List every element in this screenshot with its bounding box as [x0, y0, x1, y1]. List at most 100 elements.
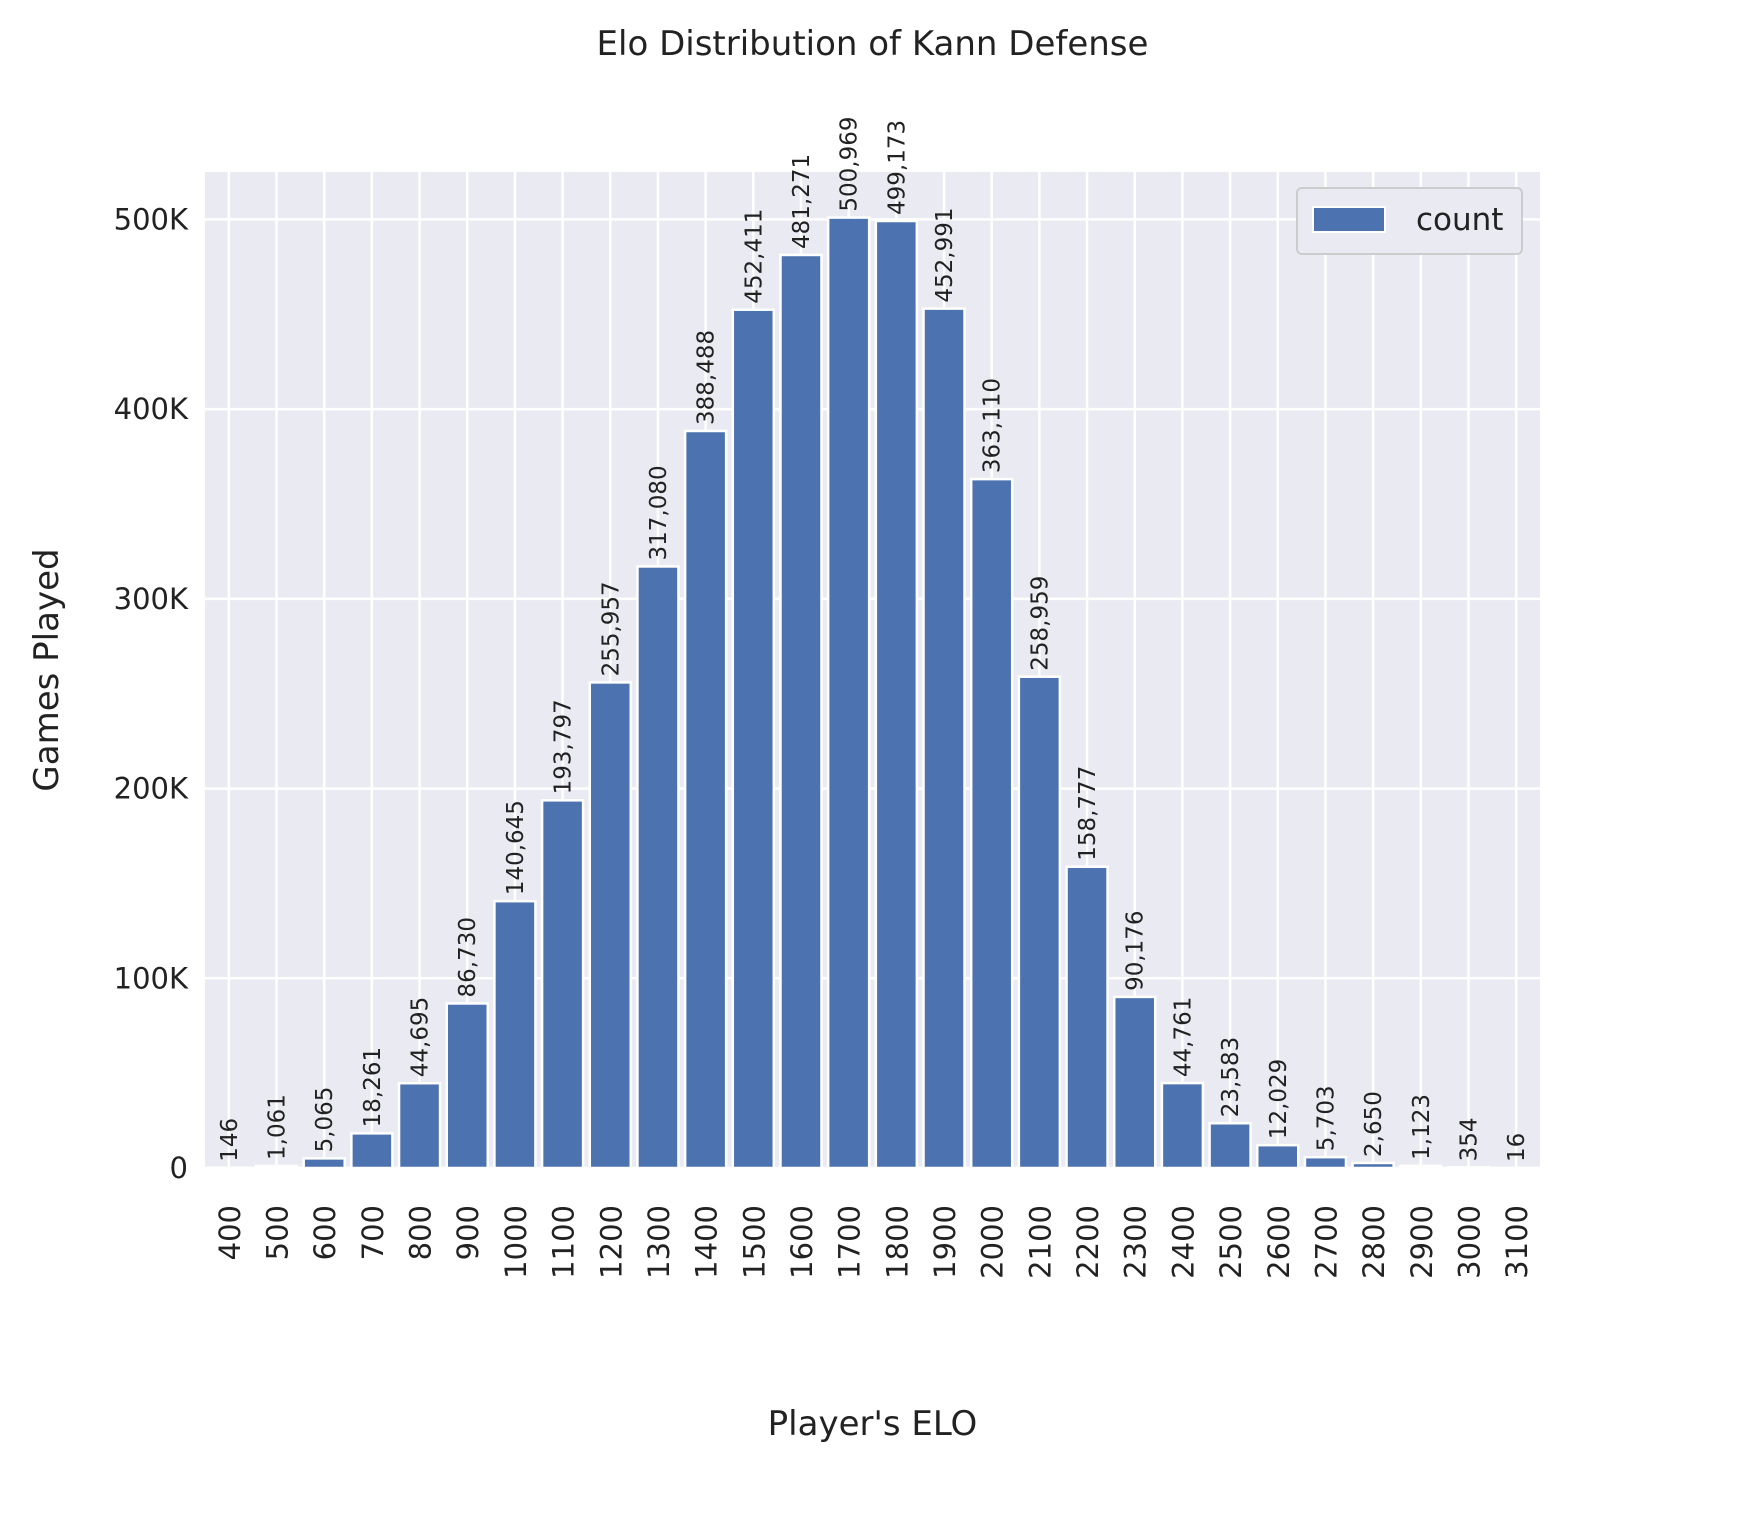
x-tick-1900: 1900	[928, 1205, 962, 1279]
data-label-2700: 5,703	[1313, 1085, 1339, 1151]
bar-900	[445, 1002, 489, 1170]
y-axis-label: Games Played	[27, 548, 67, 791]
data-label-2200: 158,777	[1075, 766, 1101, 861]
bars-group	[207, 216, 1538, 1170]
y-tick-labels: 0 100K 200K 300K 400K 500K	[114, 202, 189, 1185]
x-tick-400: 400	[213, 1205, 247, 1260]
data-label-1300: 317,080	[646, 465, 672, 560]
y-tick-0: 0	[170, 1151, 188, 1185]
data-label-2000: 363,110	[980, 378, 1006, 473]
bar-1300	[636, 565, 680, 1170]
x-tick-2600: 2600	[1262, 1205, 1296, 1279]
bar-500	[254, 1164, 299, 1170]
data-label-1600: 481,271	[789, 154, 815, 249]
x-tick-1800: 1800	[880, 1205, 914, 1279]
x-tick-2000: 2000	[976, 1205, 1010, 1279]
x-tick-2300: 2300	[1119, 1205, 1153, 1279]
x-tick-2900: 2900	[1405, 1205, 1439, 1279]
data-label-2900: 1,123	[1409, 1094, 1435, 1160]
data-label-2300: 90,176	[1123, 910, 1149, 990]
x-tick-500: 500	[261, 1205, 295, 1260]
data-label-700: 18,261	[360, 1047, 386, 1127]
data-label-2600: 12,029	[1266, 1059, 1292, 1139]
data-label-400: 146	[217, 1118, 243, 1162]
data-label-900: 86,730	[455, 917, 481, 997]
x-tick-2200: 2200	[1071, 1205, 1105, 1279]
data-label-1500: 452,411	[741, 209, 767, 304]
data-label-1800: 499,173	[884, 120, 910, 215]
x-tick-900: 900	[451, 1205, 485, 1260]
bar-2700	[1303, 1155, 1348, 1170]
x-tick-1600: 1600	[785, 1205, 819, 1279]
data-label-1400: 388,488	[694, 330, 720, 425]
y-tick-200K: 200K	[114, 772, 189, 806]
data-label-1900: 452,991	[932, 207, 958, 302]
data-label-1200: 255,957	[598, 581, 624, 676]
data-label-2800: 2,650	[1361, 1091, 1387, 1157]
chart-title: Elo Distribution of Kann Defense	[597, 24, 1149, 64]
bar-2100	[1017, 675, 1062, 1170]
bar-3000	[1446, 1166, 1491, 1170]
x-tick-1100: 1100	[547, 1205, 581, 1279]
data-label-800: 44,695	[408, 997, 434, 1077]
bar-1700	[826, 216, 871, 1170]
x-tick-1700: 1700	[833, 1205, 867, 1279]
x-tick-1200: 1200	[594, 1205, 628, 1279]
data-label-2500: 23,583	[1218, 1037, 1244, 1117]
data-label-3000: 354	[1456, 1117, 1482, 1161]
x-tick-600: 600	[308, 1205, 342, 1260]
x-tick-2100: 2100	[1023, 1205, 1057, 1279]
bar-2800	[1351, 1161, 1395, 1170]
x-tick-1500: 1500	[737, 1205, 771, 1279]
legend: count	[1296, 187, 1523, 255]
x-tick-1000: 1000	[499, 1205, 533, 1279]
y-tick-500K: 500K	[114, 202, 189, 236]
bar-1500	[731, 308, 776, 1170]
data-label-2400: 44,761	[1170, 997, 1196, 1077]
bar-1400	[683, 429, 728, 1170]
data-label-3100: 16	[1504, 1133, 1530, 1162]
x-tick-1400: 1400	[690, 1205, 724, 1279]
bar-1100	[540, 799, 585, 1170]
y-tick-100K: 100K	[114, 961, 189, 995]
bar-2200	[1065, 865, 1109, 1170]
bar-2500	[1208, 1122, 1252, 1170]
x-tick-labels: 400 500 600 700 800 900 1000 1100 1200 1300 1400 15…	[213, 1205, 1534, 1279]
bar-1900	[922, 307, 966, 1170]
x-tick-2400: 2400	[1166, 1205, 1200, 1279]
bar-600	[302, 1157, 346, 1170]
data-label-500: 1,061	[265, 1094, 291, 1160]
bar-800	[397, 1081, 442, 1170]
bar-2600	[1256, 1143, 1300, 1170]
bar-1200	[588, 681, 633, 1170]
bar-2900	[1399, 1164, 1443, 1170]
y-tick-300K: 300K	[114, 582, 189, 616]
data-label-1000: 140,645	[503, 800, 529, 895]
legend-swatch-count	[1312, 206, 1386, 233]
x-tick-2800: 2800	[1357, 1205, 1391, 1279]
bar-1800	[874, 219, 919, 1170]
data-label-2100: 258,959	[1027, 576, 1053, 671]
bar-2400	[1160, 1081, 1205, 1170]
legend-label-count: count	[1416, 202, 1503, 238]
y-tick-400K: 400K	[114, 392, 189, 426]
x-tick-800: 800	[404, 1205, 438, 1260]
bar-1000	[493, 899, 537, 1170]
legend-box	[1296, 187, 1523, 255]
data-label-1700: 500,969	[837, 116, 863, 211]
x-tick-2700: 2700	[1309, 1205, 1343, 1279]
data-label-1100: 193,797	[551, 699, 577, 794]
bar-700	[350, 1132, 394, 1170]
bar-2000	[969, 477, 1014, 1170]
bar-1600	[779, 253, 823, 1170]
x-axis-label: Player's ELO	[768, 1404, 978, 1444]
data-label-600: 5,065	[312, 1087, 338, 1153]
x-tick-1300: 1300	[642, 1205, 676, 1279]
plot-area	[205, 172, 1540, 1168]
x-tick-3000: 3000	[1452, 1205, 1486, 1279]
x-tick-2500: 2500	[1214, 1205, 1248, 1279]
data-labels-group: 146 1,061 5,065 18,261 44,695 86,730 140,645 19…	[217, 116, 1530, 1162]
x-tick-700: 700	[356, 1205, 390, 1260]
bar-2300	[1112, 995, 1157, 1170]
